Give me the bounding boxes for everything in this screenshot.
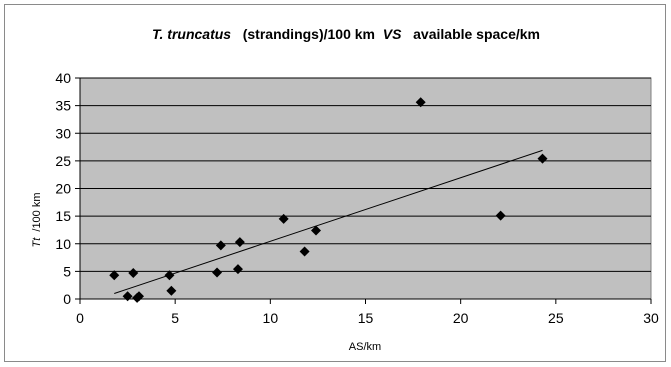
data-point bbox=[134, 291, 145, 302]
data-point bbox=[164, 270, 175, 281]
x-tick-label: 30 bbox=[643, 310, 659, 326]
y-tick-label: 40 bbox=[55, 70, 71, 86]
x-tick-label: 0 bbox=[76, 310, 84, 326]
data-point bbox=[299, 246, 310, 257]
title-versus: VS bbox=[383, 26, 402, 42]
data-points bbox=[109, 97, 548, 303]
x-tick-label: 10 bbox=[263, 310, 279, 326]
x-tick-label: 5 bbox=[171, 310, 179, 326]
x-axis-ticks: 0 5 10 15 20 25 30 bbox=[76, 299, 659, 326]
data-point bbox=[234, 237, 245, 248]
y-tick-label: 20 bbox=[55, 181, 71, 197]
data-point bbox=[122, 291, 133, 302]
data-point bbox=[278, 213, 289, 224]
x-tick-label: 20 bbox=[453, 310, 469, 326]
y-axis-label-italic: Tt bbox=[31, 237, 43, 248]
y-tick-label: 30 bbox=[55, 125, 71, 141]
y-tick-label: 0 bbox=[63, 291, 71, 307]
chart-title: T. truncatus (strandings)/100 km VS avai… bbox=[152, 26, 540, 42]
title-strandings: (strandings)/100 km bbox=[235, 26, 379, 42]
data-point bbox=[232, 264, 243, 275]
y-tick-label: 35 bbox=[55, 98, 71, 114]
data-point bbox=[128, 268, 139, 279]
data-point bbox=[415, 97, 426, 108]
data-point bbox=[212, 267, 223, 278]
y-axis-ticks: 0 5 10 15 20 25 30 35 40 bbox=[55, 70, 80, 307]
data-point bbox=[215, 240, 226, 251]
y-axis-label-rest: /100 km bbox=[31, 192, 43, 234]
x-axis-label: AS/km bbox=[349, 341, 381, 353]
data-point bbox=[109, 270, 120, 281]
data-point bbox=[537, 153, 548, 164]
title-species: T. truncatus bbox=[152, 26, 231, 42]
gridlines bbox=[80, 77, 651, 272]
x-tick-label: 15 bbox=[358, 310, 374, 326]
x-tick-label: 25 bbox=[548, 310, 564, 326]
y-tick-label: 15 bbox=[55, 208, 71, 224]
data-point bbox=[166, 285, 177, 296]
trendline bbox=[114, 149, 543, 294]
y-axis-label: Tt /100 km bbox=[31, 192, 43, 247]
data-point bbox=[311, 225, 322, 236]
data-point bbox=[495, 210, 506, 221]
y-tick-label: 10 bbox=[55, 236, 71, 252]
title-available-space: available space/km bbox=[405, 26, 540, 42]
y-tick-label: 5 bbox=[63, 263, 71, 279]
y-tick-label: 25 bbox=[55, 153, 71, 169]
